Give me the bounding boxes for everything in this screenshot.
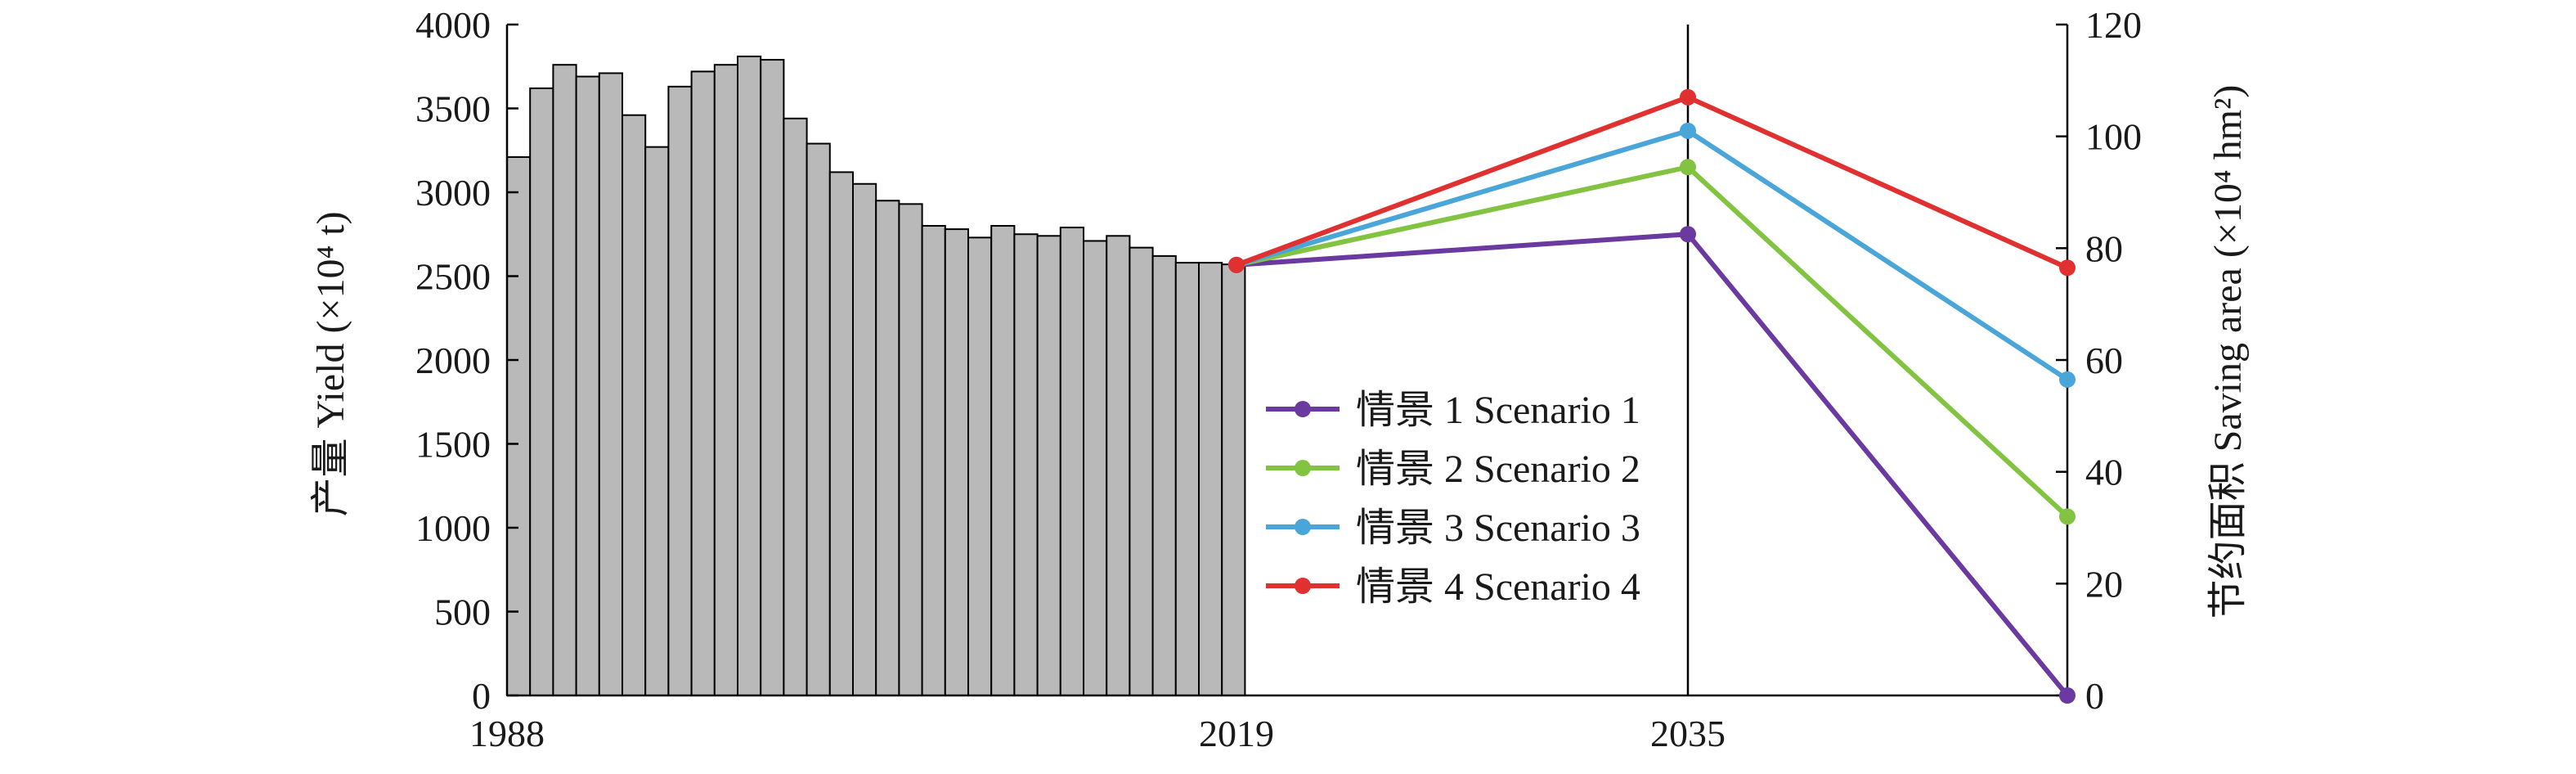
y-left-tick-label: 2000 — [415, 340, 491, 381]
bar-1991 — [575, 75, 600, 697]
bar-1998 — [737, 55, 762, 696]
bar-1997 — [713, 64, 738, 696]
yield-bars — [506, 55, 1246, 697]
bar-1992 — [598, 72, 623, 696]
y-left-tick-label: 4000 — [415, 4, 491, 46]
bar-2003 — [852, 182, 877, 696]
bar-1995 — [667, 85, 693, 697]
bar-2014 — [1106, 235, 1131, 696]
bar-2009 — [990, 225, 1016, 696]
y-right-tick-label: 120 — [2085, 4, 2142, 46]
bar-2006 — [921, 225, 946, 696]
bar-2016 — [1151, 254, 1177, 696]
y-right-axis-title: 节约面积 Saving area (×10⁴ hm²) — [2206, 85, 2250, 619]
x-tick-label-2019: 2019 — [1199, 713, 1274, 754]
y-left-tick-label: 3500 — [415, 88, 491, 130]
x-tick-label-2035: 2035 — [1650, 713, 1726, 754]
bar-2013 — [1083, 240, 1108, 696]
y-left-axis-title: 产量 Yield (×10⁴ t) — [309, 211, 352, 516]
scenario-4-point — [1228, 256, 1245, 273]
y-right-tick-label: 40 — [2085, 452, 2123, 493]
bar-1989 — [529, 87, 554, 696]
y-right-tick-label: 100 — [2085, 116, 2142, 158]
legend-label: 情景 4 Scenario 4 — [1356, 565, 1640, 609]
scenario-2-point — [2059, 508, 2076, 525]
y-right-tick-label: 20 — [2085, 563, 2123, 605]
x-tick-label-1988: 1988 — [469, 713, 545, 754]
bar-1988 — [506, 155, 532, 696]
bar-1994 — [644, 146, 670, 696]
scenario-1-point — [1680, 226, 1696, 243]
bar-2008 — [967, 236, 993, 697]
legend-label: 情景 3 Scenario 3 — [1356, 506, 1640, 550]
y-right-tick-label: 0 — [2085, 675, 2104, 717]
scenario-lines — [1228, 88, 2076, 704]
y-left-tick-label: 0 — [472, 675, 491, 717]
bar-1990 — [552, 64, 577, 696]
scenario-1-point — [2059, 687, 2076, 704]
y-right-tick-label: 80 — [2085, 227, 2123, 269]
bar-2002 — [828, 171, 854, 696]
axes: 0 500 1000 1500 2000 2500 3000 3500 4000 0 20 40 60 8… — [415, 4, 2142, 754]
y-right-tick-label: 60 — [2085, 340, 2123, 381]
legend-label: 情景 2 Scenario 2 — [1356, 448, 1640, 491]
bar-1993 — [622, 114, 647, 696]
legend-swatch-marker — [1295, 460, 1311, 476]
y-left-tick-label: 1000 — [415, 507, 491, 549]
bar-2000 — [783, 117, 808, 697]
bar-2017 — [1174, 262, 1200, 697]
legend-swatch-marker — [1295, 519, 1311, 535]
y-left-tick-label: 3000 — [415, 172, 491, 214]
bar-1999 — [760, 59, 785, 697]
y-left-tick-label: 1500 — [415, 424, 491, 466]
y-left-tick-label: 500 — [434, 592, 491, 633]
bar-2010 — [1013, 233, 1039, 696]
scenario-4-point — [2059, 259, 2076, 277]
scenario-3-point — [2059, 371, 2076, 388]
y-left-tick-label: 2500 — [415, 256, 491, 298]
bar-2015 — [1129, 246, 1154, 696]
bar-2011 — [1036, 235, 1061, 696]
bar-2018 — [1198, 262, 1223, 697]
bar-2004 — [875, 200, 900, 696]
bar-1996 — [690, 70, 716, 696]
legend-swatch-marker — [1295, 401, 1311, 417]
bar-2012 — [1059, 227, 1085, 696]
bar-2019 — [1221, 263, 1246, 696]
bar-2001 — [806, 142, 831, 697]
scenario-3-point — [1680, 122, 1696, 139]
scenario-2-point — [1680, 159, 1696, 176]
legend: 情景 1 Scenario 1 情景 2 Scenario 2 情景 3 Scena… — [1266, 389, 1640, 609]
bar-2007 — [944, 228, 970, 697]
legend-label: 情景 1 Scenario 1 — [1356, 389, 1640, 432]
scenario-4-line — [1235, 94, 2069, 270]
legend-swatch-marker — [1295, 578, 1311, 594]
bar-2005 — [898, 203, 923, 697]
scenario-4-point — [1680, 88, 1696, 106]
